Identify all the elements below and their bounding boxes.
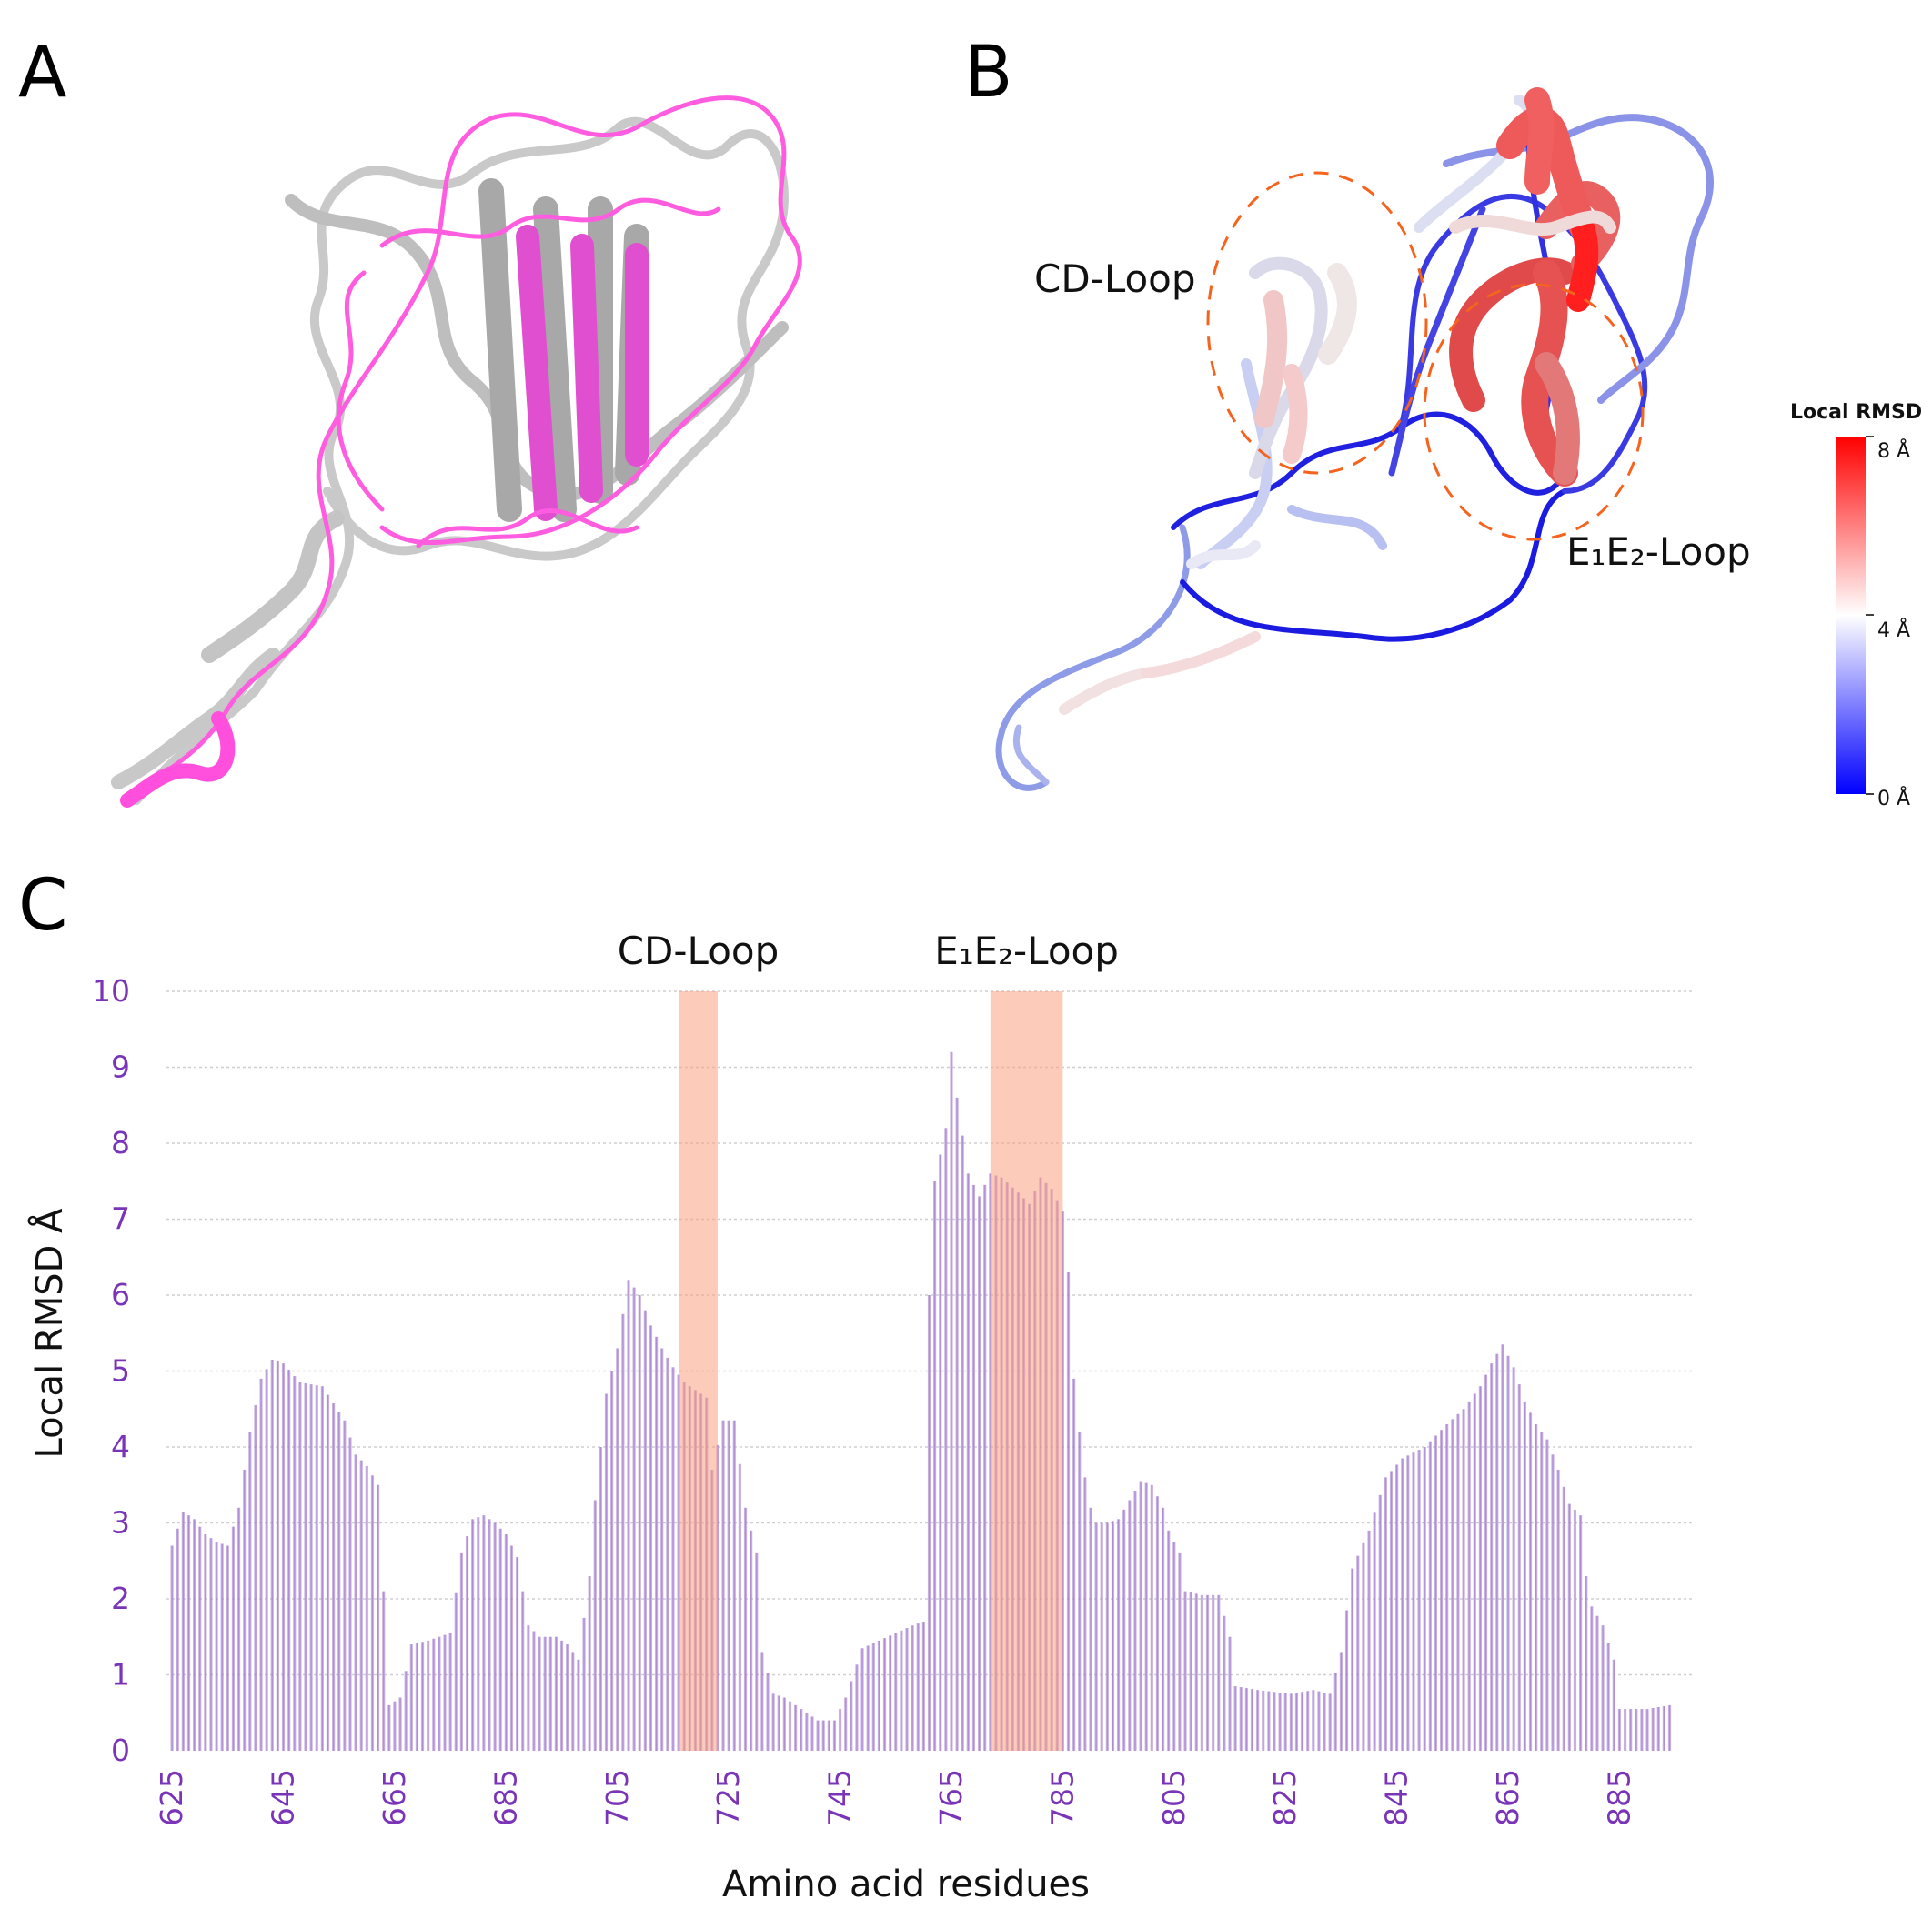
color-scale-tick-mid: 4 Å: [1877, 618, 1910, 642]
panel-b-letter: B: [964, 32, 1013, 114]
chart-highlights: [679, 991, 1063, 1751]
x-tick-label: 865: [1490, 1769, 1525, 1826]
color-scale-legend: Local RMSD 8 Å 4 Å 0 Å: [1790, 401, 1922, 810]
e1e2-loop-highlight-ellipse: [1423, 283, 1645, 541]
panel-b: B: [964, 32, 1922, 810]
y-tick-label: 4: [111, 1429, 130, 1464]
y-axis-title: Local RMSD Å: [27, 1208, 71, 1459]
x-tick-label: 765: [933, 1769, 969, 1826]
chart-bars: [170, 1051, 1672, 1751]
y-tick-label: 0: [111, 1733, 130, 1768]
x-tick-label: 785: [1044, 1769, 1080, 1826]
panel-c: C CD-Loop E₁E₂-Loop 0 1 2 3 4 5 6 7 8 9 10 625 645 66…: [18, 865, 1692, 1905]
highlight-band-cd-loop: [679, 991, 718, 1751]
color-scale-title: Local RMSD: [1790, 401, 1922, 424]
structure-overlay-illustration: [111, 95, 802, 808]
x-tick-label: 885: [1601, 1769, 1636, 1826]
highlight-band-e1e2-loop: [990, 991, 1063, 1751]
y-tick-label: 8: [111, 1125, 130, 1160]
x-tick-label: 745: [822, 1769, 858, 1826]
y-tick-label: 3: [111, 1505, 130, 1541]
y-tick-label: 5: [111, 1353, 130, 1389]
e1e2-loop-label: E₁E₂-Loop: [1566, 529, 1751, 574]
x-tick-label: 645: [266, 1769, 301, 1826]
x-tick-label: 625: [154, 1769, 189, 1826]
color-scale-bar: [1836, 437, 1866, 794]
y-tick-label: 10: [92, 973, 130, 1009]
x-tick-label: 725: [710, 1769, 746, 1826]
panel-c-letter: C: [18, 865, 67, 947]
color-scale-tick-high: 8 Å: [1877, 438, 1910, 463]
y-tick-label: 2: [111, 1581, 130, 1616]
y-tick-label: 6: [111, 1277, 130, 1312]
cd-loop-label: CD-Loop: [1034, 256, 1196, 301]
x-tick-label: 805: [1156, 1769, 1192, 1826]
x-tick-label: 845: [1379, 1769, 1414, 1826]
x-tick-label: 825: [1267, 1769, 1303, 1826]
y-tick-label: 9: [111, 1050, 130, 1085]
chart-highlight-labels: CD-Loop E₁E₂-Loop: [618, 929, 1119, 973]
panel-a-letter: A: [18, 32, 66, 114]
x-axis-title: Amino acid residues: [722, 1864, 1090, 1905]
chart-x-ticks: 625 645 665 685 705 725 745 765 785 805 825 845 865 8…: [154, 1769, 1636, 1826]
color-scale-tick-low: 0 Å: [1877, 786, 1910, 810]
rmsd-structure-illustration: [995, 87, 1714, 791]
x-tick-label: 665: [377, 1769, 412, 1826]
y-tick-label: 1: [111, 1657, 130, 1693]
panel-a: A: [18, 32, 802, 808]
chart-y-ticks: 0 1 2 3 4 5 6 7 8 9 10: [92, 973, 130, 1768]
x-tick-label: 685: [488, 1769, 523, 1826]
x-tick-label: 705: [599, 1769, 635, 1826]
y-tick-label: 7: [111, 1201, 130, 1237]
highlight-label-e1e2-loop: E₁E₂-Loop: [934, 929, 1119, 973]
cd-loop-highlight-ellipse: [1206, 171, 1428, 475]
highlight-label-cd-loop: CD-Loop: [618, 929, 780, 973]
